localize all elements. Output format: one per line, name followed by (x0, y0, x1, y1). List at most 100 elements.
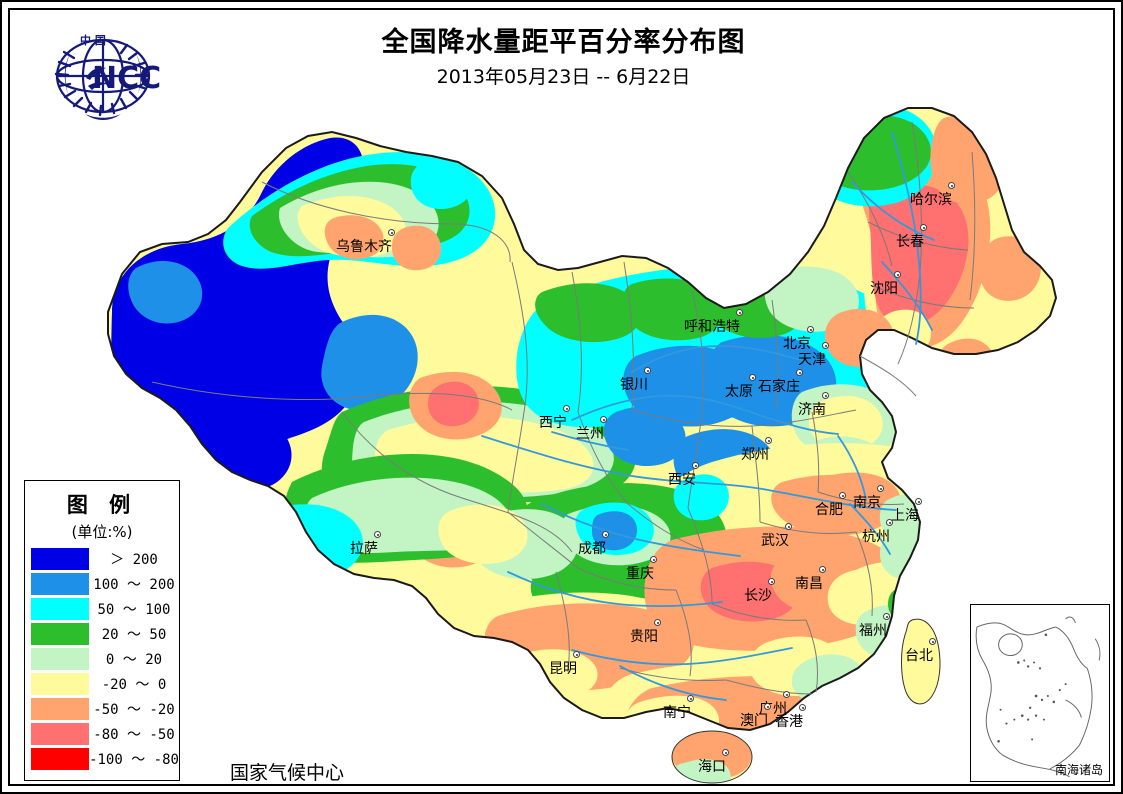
city-marker-icon (886, 519, 893, 526)
legend-row: 50 ～ 100 (25, 597, 179, 621)
city-name: 天津 (798, 352, 826, 368)
city-marker-icon (785, 523, 792, 530)
city-label: 昆明 (549, 651, 591, 676)
city-marker-icon (822, 392, 829, 399)
city-marker-icon (883, 613, 890, 620)
city-name: 北京 (783, 336, 811, 352)
city-name: 台北 (905, 648, 933, 664)
city-marker-icon (807, 326, 814, 333)
city-name: 香港 (775, 714, 803, 730)
legend-row: -50 ～ -20 (25, 697, 179, 721)
city-marker-icon (654, 619, 661, 626)
legend-panel: 图 例 (单位:%) ＞ 200 100 ～ 200 50 ～ 100 20 ～ 50… (24, 480, 180, 781)
city-marker-icon (929, 638, 936, 645)
city-name: 呼和浩特 (684, 319, 740, 335)
date-range-subtitle: 2013年05月23日 -- 6月22日 (436, 65, 691, 88)
city-marker-icon (768, 578, 775, 585)
city-name: 兰州 (576, 426, 604, 442)
city-name: 长沙 (744, 588, 772, 604)
city-marker-icon (839, 492, 846, 499)
map-canvas: 乌鲁木齐 哈尔滨 长春 沈阳 呼和浩特 北京 天津 银川 太原 石家庄 济南 西宁 兰州 郑州 西安 合肥 南京… (12, 12, 1115, 786)
legend-swatch (31, 698, 89, 720)
inset-label: 南海诸岛 (1054, 763, 1103, 777)
city-label: 石家庄 (758, 369, 821, 394)
legend-label: ＞ 200 (110, 552, 158, 568)
city-label: 南昌 (795, 566, 837, 591)
city-label: 香港 (775, 704, 817, 729)
city-marker-icon (764, 703, 771, 710)
city-label: 银川 (620, 367, 662, 392)
legend-row: 0 ～ 20 (25, 647, 179, 671)
legend-label: -50 ～ -20 (93, 702, 175, 718)
legend-row: -80 ～ -50 (25, 722, 179, 746)
city-marker-icon (600, 416, 607, 423)
city-marker-icon (692, 462, 699, 469)
city-name: 长春 (896, 234, 924, 250)
city-label: 兰州 (576, 416, 618, 441)
rivers (481, 131, 935, 701)
city-label: 哈尔滨 (910, 182, 973, 207)
organization-name: 国家气候中心 (230, 762, 345, 784)
city-name: 合肥 (815, 502, 843, 518)
city-name: 澳门 (740, 713, 768, 729)
ncc-logo-text: NCC (92, 61, 161, 96)
city-marker-icon (736, 309, 743, 316)
city-marker-icon (687, 695, 694, 702)
city-label: 拉萨 (350, 531, 392, 556)
city-label: 海口 (698, 749, 740, 774)
city-name: 成都 (578, 541, 606, 557)
city-label: 长沙 (744, 578, 786, 603)
city-label: 北京 (783, 326, 825, 351)
city-name: 杭州 (862, 529, 890, 545)
legend-row: 100 ～ 200 (25, 572, 179, 596)
city-label: 重庆 (626, 556, 668, 581)
city-label: 沈阳 (870, 271, 912, 296)
ncc-logo-cn-text: 中 国 (80, 33, 106, 47)
city-label: 济南 (798, 392, 840, 417)
city-marker-icon (722, 749, 729, 756)
city-label: 合肥 (815, 492, 857, 517)
city-marker-icon (650, 556, 657, 563)
city-label: 杭州 (862, 519, 904, 544)
hainan-island (672, 731, 752, 783)
city-marker-icon (796, 369, 803, 376)
city-name: 济南 (798, 402, 826, 418)
inset-svg (975, 616, 1101, 778)
city-name: 沈阳 (870, 281, 898, 297)
legend-swatch (31, 598, 89, 620)
city-label: 长春 (896, 224, 938, 249)
city-marker-icon (374, 531, 381, 538)
city-marker-icon (920, 224, 927, 231)
city-marker-icon (602, 531, 609, 538)
city-marker-icon (915, 498, 922, 505)
city-label: 南宁 (663, 695, 705, 720)
city-name: 石家庄 (758, 379, 800, 395)
city-label: 福州 (859, 613, 901, 638)
city-marker-icon (749, 374, 756, 381)
legend-title: 图 例 (66, 493, 138, 517)
legend-row: -20 ～ 0 (25, 672, 179, 696)
legend-label: -100 ～ -80 (89, 752, 179, 768)
legend-swatch (31, 723, 89, 745)
city-marker-icon (563, 405, 570, 412)
legend-label: -80 ～ -50 (93, 727, 175, 743)
legend-swatch (31, 548, 89, 570)
city-label: 上海 (891, 498, 933, 523)
national-boundary (107, 107, 1058, 732)
legend-label: 20 ～ 50 (101, 627, 167, 643)
city-marker-icon (877, 485, 884, 492)
city-label: 天津 (798, 342, 840, 367)
legend-label: -20 ～ 0 (101, 677, 167, 693)
city-marker-icon (799, 704, 806, 711)
city-name: 福州 (859, 623, 887, 639)
legend-label: 50 ～ 100 (97, 602, 171, 618)
city-label: 西安 (668, 462, 710, 487)
city-label: 乌鲁木齐 (336, 229, 420, 254)
city-marker-icon (388, 229, 395, 236)
province-boundaries (151, 121, 976, 695)
city-marker-icon (822, 342, 829, 349)
city-name: 拉萨 (350, 541, 378, 557)
city-name: 南京 (853, 495, 881, 511)
city-name: 海口 (698, 759, 726, 775)
